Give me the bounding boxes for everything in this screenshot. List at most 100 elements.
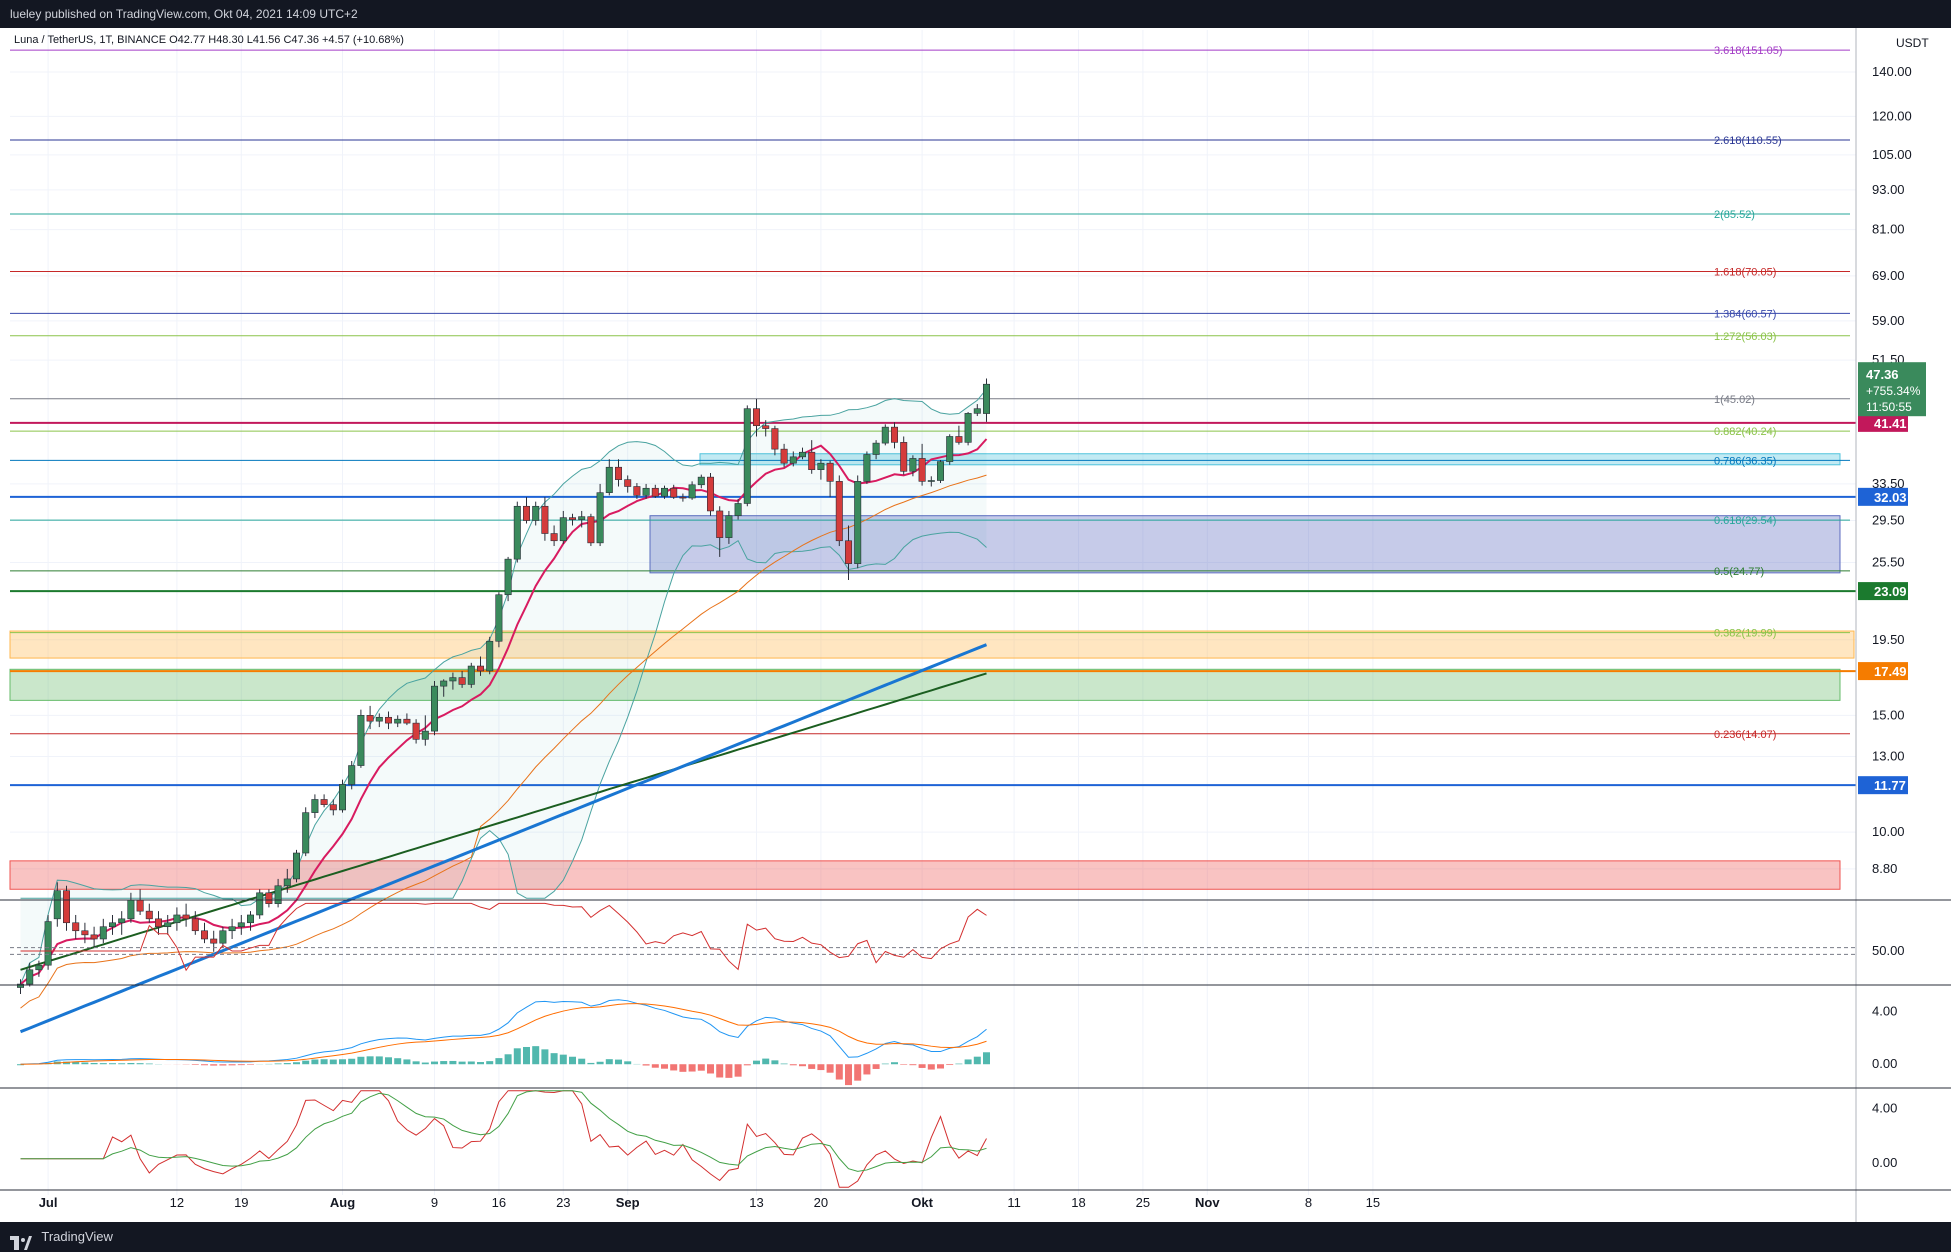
candle: [808, 440, 816, 474]
macd-histogram-bar: [109, 1063, 116, 1065]
candle: [900, 436, 908, 475]
candle: [532, 501, 540, 526]
candle: [311, 794, 319, 819]
candle-body: [734, 503, 742, 516]
macd-histogram-bar: [274, 1063, 282, 1065]
candle-body: [642, 487, 650, 496]
chart-background: [0, 28, 1951, 1222]
macd-histogram-bar: [697, 1064, 705, 1071]
macd-histogram-bar: [918, 1064, 926, 1068]
candle-body: [651, 487, 659, 497]
candle-body: [863, 454, 871, 482]
candle-body: [624, 479, 632, 487]
candle-body: [522, 505, 530, 521]
candle: [210, 930, 218, 952]
time-axis-tick: 8: [1305, 1195, 1312, 1210]
candle-body: [909, 458, 917, 472]
candle-body: [182, 914, 190, 920]
price-badge-label: 32.03: [1874, 490, 1907, 505]
macd-histogram-bar: [946, 1064, 954, 1066]
candle: [743, 405, 751, 507]
candle: [421, 715, 429, 746]
candle: [109, 914, 117, 935]
price-axis-tick: 29.50: [1872, 513, 1905, 528]
candle: [890, 422, 898, 449]
time-axis-tick: 12: [170, 1195, 184, 1210]
candle-body: [900, 442, 908, 472]
candle-body: [247, 914, 255, 924]
macd-histogram-bar: [734, 1064, 742, 1077]
macd-histogram-bar: [707, 1064, 714, 1074]
price-axis-tick: 105.00: [1872, 147, 1912, 162]
macd-histogram-bar: [504, 1054, 512, 1065]
publish-info: lueley published on TradingView.com, Okt…: [10, 7, 358, 21]
chart-canvas[interactable]: 3.618(151.05) 2.618(110.55) 2(85.52) 1.618(…: [0, 0, 1951, 1222]
time-axis-tick: Aug: [330, 1195, 355, 1210]
candle-body: [219, 930, 227, 944]
bollinger-band-fill: [20, 389, 987, 985]
candle: [716, 506, 724, 557]
fib-level-label: 0.382(19.99): [1714, 628, 1776, 640]
last-price-countdown: 11:50:55: [1866, 400, 1912, 414]
macd-histogram-bar: [458, 1061, 466, 1065]
price-badge: [1858, 776, 1908, 795]
candle-body: [44, 921, 52, 966]
candle-body: [559, 517, 567, 542]
candle-body: [403, 718, 411, 724]
candle: [62, 885, 70, 931]
price-badge: [1858, 413, 1908, 432]
dmi-plus-line: [20, 1090, 987, 1172]
candle: [348, 761, 356, 790]
candle: [541, 497, 549, 541]
candle: [513, 501, 521, 563]
macd-histogram-bar: [808, 1064, 816, 1069]
candle-body: [660, 487, 668, 497]
candle: [99, 918, 107, 944]
macd-histogram-bar: [927, 1064, 935, 1070]
bollinger-upper-line: [20, 388, 987, 985]
candle-body: [90, 934, 98, 940]
candle-body: [587, 516, 595, 544]
fib-level-label: 1.618(70.05): [1714, 266, 1776, 278]
rsi-line: [20, 902, 987, 972]
fib-level-label: 2(85.52): [1714, 209, 1755, 221]
macd-histogram-bar: [99, 1063, 107, 1065]
candle-body: [789, 456, 797, 464]
candle-body: [329, 804, 337, 811]
candle-body: [614, 466, 622, 480]
candle: [587, 513, 595, 547]
candle-body: [210, 938, 218, 944]
candle: [863, 451, 871, 484]
macd-histogram-bar: [569, 1056, 576, 1065]
candle: [936, 460, 944, 484]
macd-histogram-bar: [881, 1063, 889, 1065]
candle: [256, 889, 264, 919]
bollinger-lower-line: [20, 531, 987, 899]
candle: [228, 918, 236, 939]
candle-body: [109, 922, 117, 928]
macd-histogram-bar: [854, 1064, 862, 1081]
price-badge: [1858, 582, 1908, 601]
ohlc-values: O42.77 H48.30 L41.56 C47.36 +4.57 (+10.6…: [169, 34, 404, 46]
dmi-axis-tick: 0.00: [1872, 1155, 1897, 1170]
candle: [909, 455, 917, 477]
price-badge-label: 11.77: [1874, 778, 1906, 793]
last-price-change: +755.34%: [1866, 384, 1921, 398]
macd-histogram-bar: [541, 1049, 549, 1065]
price-axis-tick: 140.00: [1872, 64, 1912, 79]
candle: [302, 807, 310, 857]
candle: [118, 911, 126, 935]
candle: [817, 459, 825, 480]
macd-histogram-bar: [228, 1064, 236, 1066]
candle: [440, 679, 448, 697]
time-axis-tick: 13: [749, 1195, 763, 1210]
candle: [283, 868, 291, 893]
time-axis-tick: 20: [814, 1195, 828, 1210]
candle-body: [881, 426, 889, 444]
tradingview-logo-icon: [10, 1231, 32, 1250]
candle: [375, 713, 383, 728]
time-axis-tick: 11: [1007, 1195, 1021, 1210]
macd-histogram-bar: [753, 1060, 760, 1065]
macd-histogram-bar: [762, 1058, 770, 1065]
fib-level-label: 1.272(56.03): [1714, 331, 1776, 343]
